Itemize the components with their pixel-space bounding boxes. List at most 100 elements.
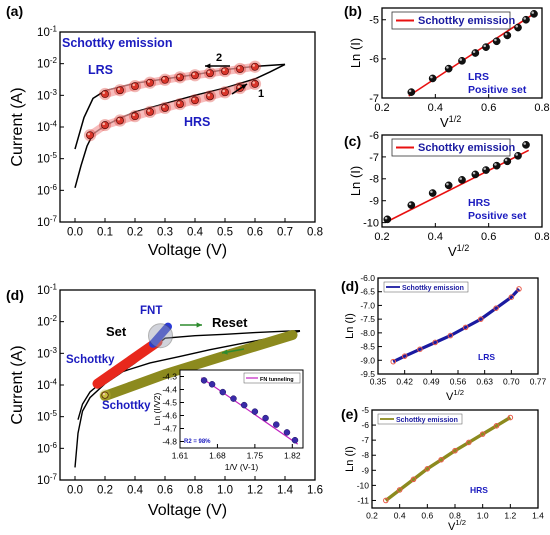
y-tick-label: 10-2 xyxy=(37,56,57,71)
panel-label: (d) xyxy=(6,287,24,303)
y-tick-label: -5 xyxy=(369,15,379,27)
x-tick-label: 0.2 xyxy=(127,227,143,239)
lrs-data-point-shine xyxy=(222,68,226,72)
x-tick-label: 0.49 xyxy=(423,377,440,387)
y-tick-label: 10-6 xyxy=(37,441,57,456)
arrow-reset-right-head xyxy=(196,322,202,328)
fn-inset: 1.61 1.68 1.75 1.82 -4.3 -4.4 -4.5 -4.6 -4.7 -4.8… xyxy=(152,369,304,472)
annotation-reset: Reset xyxy=(212,315,248,330)
x-tick-label: 0.77 xyxy=(530,377,547,387)
hrs-data-point-shine xyxy=(102,122,105,126)
start-point xyxy=(101,391,109,399)
x-tick-label: 0.4 xyxy=(428,231,443,243)
data-point xyxy=(428,74,437,83)
schottky-curve xyxy=(392,287,521,364)
x-tick-label: 0.8 xyxy=(449,511,461,521)
hrs-data-point-shine xyxy=(162,105,166,108)
x-tick-label: 0.6 xyxy=(157,485,173,497)
data-point xyxy=(530,10,538,18)
y-tick-label: -7 xyxy=(369,152,379,164)
hrs-data-point xyxy=(221,88,229,97)
data-point-shine xyxy=(523,142,526,145)
data-point-shine xyxy=(515,25,518,28)
data-point xyxy=(516,286,522,292)
data-point xyxy=(452,447,458,454)
legend-label: Schottky emission xyxy=(418,15,515,27)
data-point-shine xyxy=(504,158,508,162)
hrs-data-point-shine xyxy=(222,89,226,93)
y-tick-label: -6.5 xyxy=(360,287,375,297)
data-point xyxy=(432,339,438,346)
panel-d-right: 0.35 0.42 0.49 0.56 0.63 0.70 0.77 -6.0 -6.5 -7.0… xyxy=(341,273,547,403)
inset-legend-box xyxy=(243,372,301,384)
inset-y-tick-label: -4.8 xyxy=(162,436,177,446)
data-point xyxy=(522,141,530,149)
panel-b: 0.2 0.4 0.6 0.8 -5 -6 -7 (b) V1/2 Ln (I) Schottky … xyxy=(344,3,550,130)
lrs-data-point xyxy=(161,75,169,84)
data-point xyxy=(407,88,416,96)
annotation-lrs: LRS xyxy=(88,63,113,77)
data-point-shine xyxy=(504,32,508,36)
hrs-data-point xyxy=(131,112,139,121)
data-point-shine xyxy=(446,182,449,186)
lrs-data-point-shine xyxy=(102,91,105,95)
x-tick-label: 0.2 xyxy=(374,102,389,114)
x-tick-label: 0.6 xyxy=(481,102,496,114)
x-tick-label: 0.6 xyxy=(247,227,263,239)
data-point xyxy=(466,439,472,446)
legend-box xyxy=(383,281,469,293)
hrs-data-point-shine xyxy=(207,93,211,97)
data-point-shine xyxy=(430,190,433,194)
data-point xyxy=(407,201,416,209)
panel-label: (e) xyxy=(341,406,358,422)
y-tick-label: -8.5 xyxy=(360,342,375,352)
arrow-2-head xyxy=(205,63,211,69)
data-point-shine xyxy=(459,58,462,61)
y-axis-label: Ln (I) xyxy=(344,313,356,339)
start-point-shine xyxy=(102,392,105,396)
inset-legend-label: FN tunneling xyxy=(260,377,294,383)
lrs-data-point-shine xyxy=(117,87,120,91)
sweep-down-curve xyxy=(77,330,301,420)
annotation-positive-set: Positive set xyxy=(468,210,527,222)
inset-data-point xyxy=(283,429,291,436)
lrs-data-point xyxy=(206,69,214,78)
x-tick-label: 1.2 xyxy=(247,485,263,497)
data-point xyxy=(458,176,466,184)
panel-d: 0.0 0.2 0.4 0.6 0.8 1.0 1.2 1.4 1.6 10-7 10-6 10-5 1… xyxy=(6,282,323,519)
inset-y-axis-label: Ln (I/V2) xyxy=(152,393,162,426)
y-tick-label: -8 xyxy=(369,174,379,186)
panel-c: 0.2 0.4 0.6 0.8 -6 -7 -8 -9 -10 (c) V1/2 Ln (I) Scho… xyxy=(344,130,550,259)
inset-y-tick-label: -4.3 xyxy=(162,371,177,381)
y-tick-label: -9 xyxy=(369,196,379,208)
x-tick-label: 0.4 xyxy=(187,227,204,239)
inset-annotation-r2: R2 = 98% xyxy=(184,439,211,445)
lrs-data-point xyxy=(131,82,139,91)
y-tick-label: -7.5 xyxy=(360,314,375,324)
y-tick-label: 10-1 xyxy=(37,282,57,297)
y-tick-label: -5 xyxy=(361,405,369,415)
hrs-data-point xyxy=(251,79,259,88)
annotation-2: 2 xyxy=(216,52,222,64)
panel-label: (b) xyxy=(344,3,362,19)
data-point xyxy=(471,170,480,179)
y-tick-label: -6 xyxy=(361,420,369,430)
data-point-shine xyxy=(446,66,449,69)
panel-a: 0.0 0.1 0.2 0.3 0.4 0.5 0.6 0.7 0.8 10-7 10-6 10-5 1… xyxy=(6,3,323,259)
data-point xyxy=(482,43,490,51)
hrs-data-point xyxy=(176,100,184,108)
data-point xyxy=(417,346,423,353)
data-point xyxy=(493,305,499,311)
annotation-positive-set: Positive set xyxy=(468,84,527,96)
data-point xyxy=(396,487,403,493)
y-axis-label: Ln (I) xyxy=(344,446,356,472)
data-point xyxy=(522,15,530,24)
lrs-data-point xyxy=(116,86,124,95)
x-tick-label: 1.4 xyxy=(532,511,544,521)
x-tick-label: 0.5 xyxy=(217,227,233,239)
data-point xyxy=(444,181,453,190)
data-point xyxy=(493,423,500,429)
y-tick-label: -9.5 xyxy=(360,369,375,379)
annotation-lrs: LRS xyxy=(478,352,495,362)
x-tick-label: 0.6 xyxy=(481,231,496,243)
